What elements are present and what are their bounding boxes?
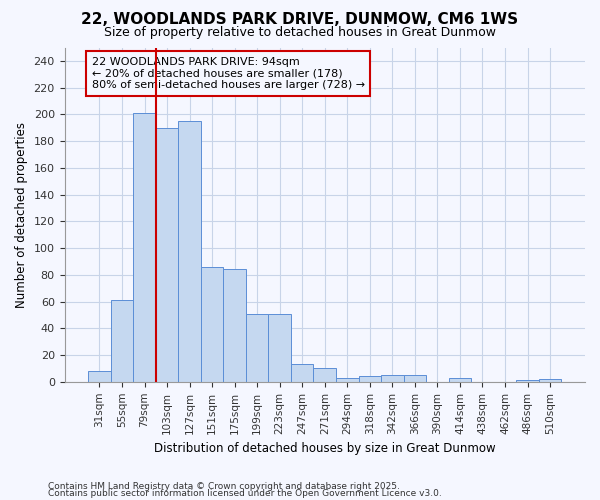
Bar — [201, 267, 223, 382]
Bar — [156, 128, 178, 382]
Bar — [381, 375, 404, 382]
Y-axis label: Number of detached properties: Number of detached properties — [15, 122, 28, 308]
Text: 22, WOODLANDS PARK DRIVE, DUNMOW, CM6 1WS: 22, WOODLANDS PARK DRIVE, DUNMOW, CM6 1W… — [82, 12, 518, 28]
Text: Contains public sector information licensed under the Open Government Licence v3: Contains public sector information licen… — [48, 490, 442, 498]
Bar — [313, 368, 336, 382]
Bar — [516, 380, 539, 382]
Bar — [88, 371, 111, 382]
Bar — [111, 300, 133, 382]
X-axis label: Distribution of detached houses by size in Great Dunmow: Distribution of detached houses by size … — [154, 442, 496, 455]
Bar — [223, 270, 246, 382]
Bar — [449, 378, 471, 382]
Bar — [133, 113, 156, 382]
Bar — [178, 121, 201, 382]
Bar — [336, 378, 359, 382]
Text: 22 WOODLANDS PARK DRIVE: 94sqm
← 20% of detached houses are smaller (178)
80% of: 22 WOODLANDS PARK DRIVE: 94sqm ← 20% of … — [92, 57, 365, 90]
Bar — [539, 379, 562, 382]
Bar — [291, 364, 313, 382]
Bar — [404, 375, 426, 382]
Bar — [268, 314, 291, 382]
Bar — [246, 314, 268, 382]
Bar — [359, 376, 381, 382]
Text: Size of property relative to detached houses in Great Dunmow: Size of property relative to detached ho… — [104, 26, 496, 39]
Text: Contains HM Land Registry data © Crown copyright and database right 2025.: Contains HM Land Registry data © Crown c… — [48, 482, 400, 491]
